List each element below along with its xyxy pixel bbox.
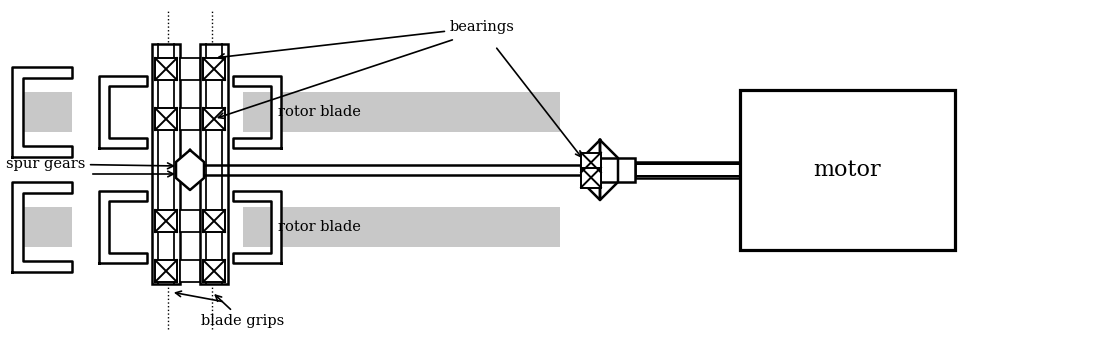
Bar <box>636 162 740 178</box>
Polygon shape <box>600 140 618 200</box>
Polygon shape <box>233 76 280 148</box>
Bar <box>155 108 177 130</box>
Text: spur gears: spur gears <box>6 157 174 171</box>
Bar <box>203 210 225 232</box>
Bar <box>152 44 180 284</box>
Bar <box>581 167 601 187</box>
Bar <box>740 90 955 250</box>
Bar <box>180 108 200 130</box>
Bar <box>155 58 177 80</box>
Bar <box>23 207 72 247</box>
Bar <box>200 44 228 284</box>
Bar <box>203 108 225 130</box>
Bar <box>180 210 200 232</box>
Bar <box>180 58 200 80</box>
Text: blade grips: blade grips <box>201 295 285 328</box>
Bar <box>203 260 225 282</box>
Polygon shape <box>176 150 204 190</box>
Text: bearings: bearings <box>218 20 515 60</box>
Bar <box>203 58 225 80</box>
Text: rotor blade: rotor blade <box>278 105 361 119</box>
Text: motor: motor <box>814 159 881 181</box>
Polygon shape <box>12 67 72 157</box>
Bar <box>180 260 200 282</box>
Polygon shape <box>99 76 147 148</box>
Bar <box>155 260 177 282</box>
Bar <box>581 153 601 173</box>
Polygon shape <box>12 182 72 272</box>
Polygon shape <box>582 140 600 200</box>
Bar <box>23 92 72 132</box>
Bar <box>243 92 560 132</box>
Bar <box>155 210 177 232</box>
Polygon shape <box>99 191 147 263</box>
Bar <box>600 158 636 182</box>
Polygon shape <box>233 191 280 263</box>
Text: rotor blade: rotor blade <box>278 220 361 234</box>
Bar <box>243 207 560 247</box>
